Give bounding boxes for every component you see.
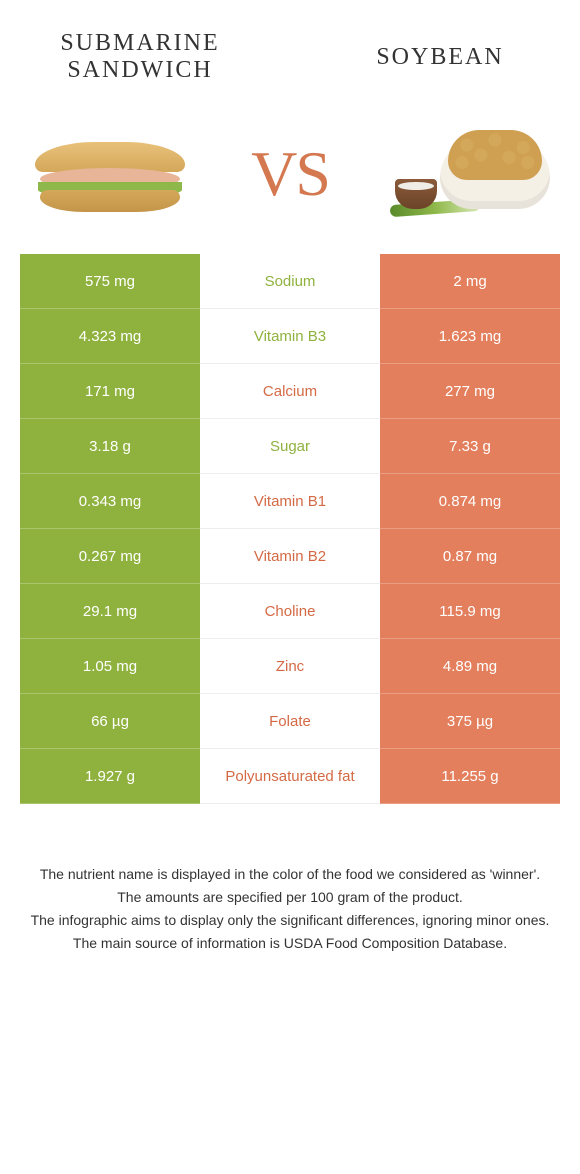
right-value: 2 mg [380, 254, 560, 309]
nutrient-name: Sugar [200, 419, 380, 474]
right-value: 375 µg [380, 694, 560, 749]
left-value: 1.927 g [20, 749, 200, 804]
footnote-line: The main source of information is USDA F… [30, 933, 550, 954]
right-value: 0.874 mg [380, 474, 560, 529]
right-value: 0.87 mg [380, 529, 560, 584]
right-value: 115.9 mg [380, 584, 560, 639]
right-value: 4.89 mg [380, 639, 560, 694]
nutrient-name: Polyunsaturated fat [200, 749, 380, 804]
table-row: 0.267 mgVitamin B20.87 mg [20, 529, 560, 584]
table-row: 3.18 gSugar7.33 g [20, 419, 560, 474]
left-value: 171 mg [20, 364, 200, 419]
title-right: SOYBEAN [340, 30, 540, 84]
nutrient-name: Zinc [200, 639, 380, 694]
left-value: 29.1 mg [20, 584, 200, 639]
vs-text: VS [251, 137, 329, 211]
nutrient-name: Vitamin B1 [200, 474, 380, 529]
left-value: 0.343 mg [20, 474, 200, 529]
table-row: 575 mgSodium2 mg [20, 254, 560, 309]
title-left: SUBMARINE SANDWICH [40, 30, 240, 84]
nutrient-table: 575 mgSodium2 mg4.323 mgVitamin B31.623 … [20, 254, 560, 804]
sandwich-illustration [30, 124, 190, 224]
left-value: 1.05 mg [20, 639, 200, 694]
footnote-line: The infographic aims to display only the… [30, 910, 550, 931]
table-row: 66 µgFolate375 µg [20, 694, 560, 749]
title-left-line2: SANDWICH [40, 57, 240, 84]
right-value: 7.33 g [380, 419, 560, 474]
table-row: 4.323 mgVitamin B31.623 mg [20, 309, 560, 364]
footnotes: The nutrient name is displayed in the co… [30, 864, 550, 954]
nutrient-name: Sodium [200, 254, 380, 309]
footnote-line: The nutrient name is displayed in the co… [30, 864, 550, 885]
table-row: 1.05 mgZinc4.89 mg [20, 639, 560, 694]
left-value: 4.323 mg [20, 309, 200, 364]
nutrient-name: Folate [200, 694, 380, 749]
footnote-line: The amounts are specified per 100 gram o… [30, 887, 550, 908]
hero-row: VS [0, 104, 580, 254]
header: SUBMARINE SANDWICH SOYBEAN [0, 0, 580, 104]
soybean-illustration [390, 124, 550, 224]
table-row: 171 mgCalcium277 mg [20, 364, 560, 419]
left-value: 575 mg [20, 254, 200, 309]
table-row: 29.1 mgCholine115.9 mg [20, 584, 560, 639]
left-value: 0.267 mg [20, 529, 200, 584]
right-value: 11.255 g [380, 749, 560, 804]
left-value: 3.18 g [20, 419, 200, 474]
left-value: 66 µg [20, 694, 200, 749]
right-value: 277 mg [380, 364, 560, 419]
table-row: 1.927 gPolyunsaturated fat11.255 g [20, 749, 560, 804]
nutrient-name: Calcium [200, 364, 380, 419]
nutrient-name: Vitamin B3 [200, 309, 380, 364]
nutrient-name: Choline [200, 584, 380, 639]
title-left-line1: SUBMARINE [40, 30, 240, 57]
nutrient-name: Vitamin B2 [200, 529, 380, 584]
table-row: 0.343 mgVitamin B10.874 mg [20, 474, 560, 529]
right-value: 1.623 mg [380, 309, 560, 364]
